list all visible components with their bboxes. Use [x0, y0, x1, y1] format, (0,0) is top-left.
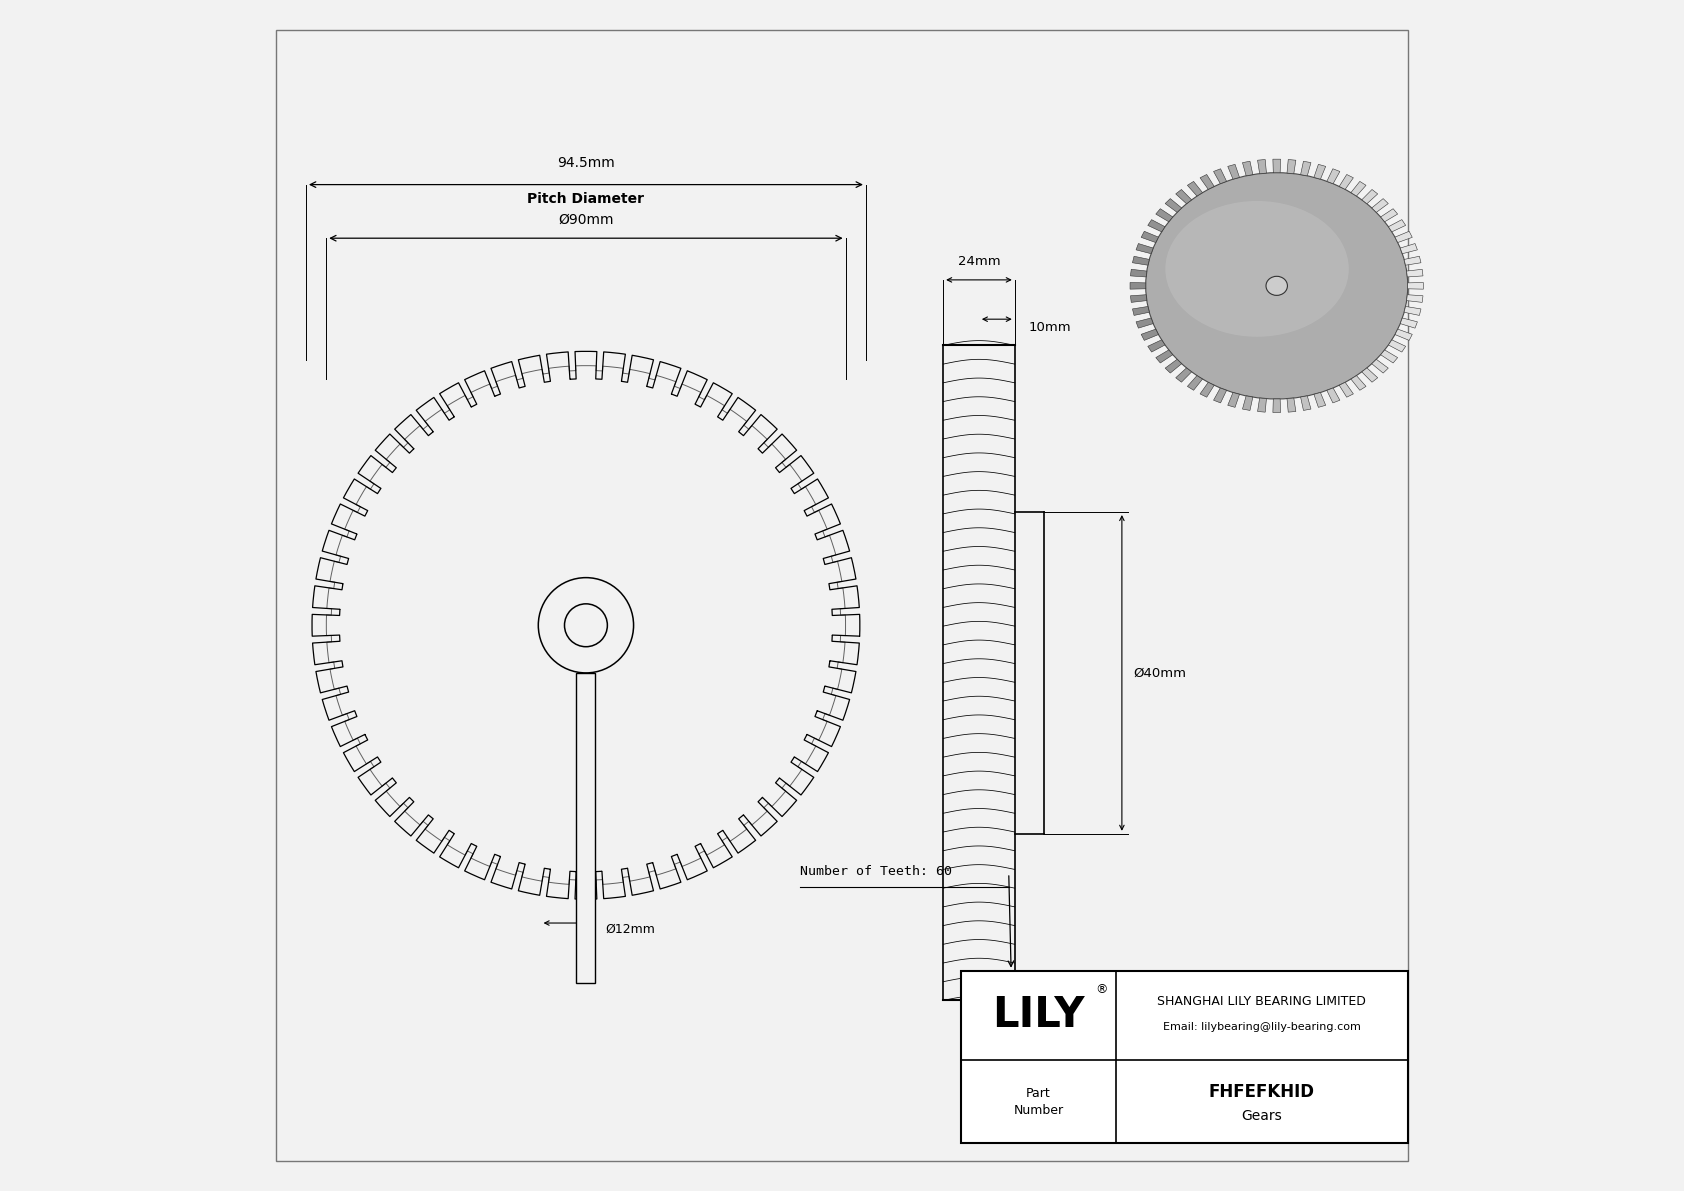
Ellipse shape	[1266, 276, 1288, 295]
Circle shape	[564, 604, 608, 647]
Polygon shape	[1132, 306, 1148, 316]
Polygon shape	[1381, 350, 1398, 363]
Polygon shape	[1137, 243, 1154, 254]
Polygon shape	[1130, 269, 1147, 278]
Bar	[576, 673, 596, 983]
Polygon shape	[1130, 294, 1147, 303]
Polygon shape	[1273, 399, 1280, 412]
Circle shape	[539, 578, 633, 673]
Polygon shape	[1388, 339, 1406, 353]
Polygon shape	[1132, 256, 1148, 266]
Polygon shape	[1399, 318, 1418, 329]
Polygon shape	[1351, 375, 1366, 391]
Polygon shape	[1155, 350, 1172, 363]
Polygon shape	[1228, 164, 1239, 179]
Polygon shape	[1142, 231, 1159, 243]
Polygon shape	[1148, 219, 1165, 232]
Polygon shape	[1148, 339, 1165, 353]
Text: 94.5mm: 94.5mm	[557, 156, 615, 170]
Text: SHANGHAI LILY BEARING LIMITED: SHANGHAI LILY BEARING LIMITED	[1157, 994, 1366, 1008]
Polygon shape	[1404, 306, 1421, 316]
Polygon shape	[1155, 208, 1172, 222]
Polygon shape	[1388, 219, 1406, 232]
Polygon shape	[1314, 393, 1325, 407]
Text: Ø40mm: Ø40mm	[1133, 667, 1187, 679]
Polygon shape	[1406, 294, 1423, 303]
Polygon shape	[1394, 329, 1413, 341]
Polygon shape	[1339, 382, 1354, 398]
Polygon shape	[1408, 282, 1423, 289]
Text: Ø90mm: Ø90mm	[557, 212, 613, 226]
Text: 24mm: 24mm	[958, 255, 1000, 268]
Polygon shape	[1399, 243, 1418, 254]
Text: Number of Teeth: 60: Number of Teeth: 60	[800, 866, 953, 879]
Polygon shape	[1287, 398, 1297, 412]
Polygon shape	[1300, 395, 1310, 411]
Text: ®: ®	[1096, 983, 1108, 996]
Polygon shape	[1351, 181, 1366, 197]
Polygon shape	[1228, 393, 1239, 407]
Polygon shape	[1201, 174, 1214, 189]
Polygon shape	[1404, 256, 1421, 266]
Polygon shape	[1165, 360, 1182, 373]
Polygon shape	[1175, 368, 1192, 382]
Polygon shape	[1130, 282, 1145, 289]
Bar	[962, 971, 1408, 1143]
Polygon shape	[1201, 382, 1214, 398]
Polygon shape	[1314, 164, 1325, 179]
Polygon shape	[1362, 368, 1378, 382]
Polygon shape	[1142, 329, 1159, 341]
Polygon shape	[1300, 161, 1310, 176]
Ellipse shape	[1145, 173, 1408, 399]
Text: FHFEFKHID: FHFEFKHID	[1209, 1083, 1315, 1102]
Text: Pitch Diameter: Pitch Diameter	[527, 192, 645, 206]
Polygon shape	[1258, 398, 1266, 412]
Text: Part
Number: Part Number	[1014, 1086, 1064, 1117]
Polygon shape	[1381, 208, 1398, 222]
Polygon shape	[1243, 161, 1253, 176]
Polygon shape	[1327, 169, 1340, 183]
Polygon shape	[1243, 395, 1253, 411]
Polygon shape	[1137, 318, 1154, 329]
Polygon shape	[1339, 174, 1354, 189]
Polygon shape	[1406, 269, 1423, 278]
Text: Email: lilybearing@lily-bearing.com: Email: lilybearing@lily-bearing.com	[1164, 1022, 1361, 1033]
Polygon shape	[1165, 199, 1182, 212]
Polygon shape	[1187, 375, 1202, 391]
Polygon shape	[1327, 388, 1340, 403]
Polygon shape	[1372, 199, 1388, 212]
Polygon shape	[1187, 181, 1202, 197]
Polygon shape	[1394, 231, 1413, 243]
Polygon shape	[1372, 360, 1388, 373]
Ellipse shape	[1165, 201, 1349, 337]
Polygon shape	[1362, 189, 1378, 204]
Polygon shape	[1287, 160, 1297, 174]
Polygon shape	[1214, 388, 1226, 403]
Polygon shape	[1175, 189, 1192, 204]
Polygon shape	[1258, 160, 1266, 174]
Text: 10mm: 10mm	[1029, 322, 1071, 333]
Polygon shape	[1273, 160, 1280, 173]
Text: LILY: LILY	[992, 994, 1084, 1036]
Text: Ø12mm: Ø12mm	[605, 923, 655, 936]
Polygon shape	[1214, 169, 1226, 183]
Text: Gears: Gears	[1241, 1109, 1282, 1123]
